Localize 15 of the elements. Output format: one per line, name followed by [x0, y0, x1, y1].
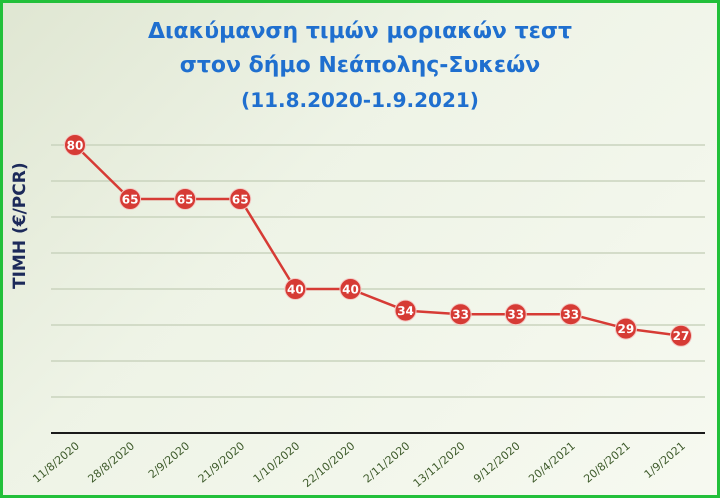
y-axis-title: TIMH (€/PCR) [10, 162, 30, 289]
data-label: 33 [452, 307, 469, 322]
data-label: 40 [342, 282, 359, 296]
chart-title: Διακύμανση τιμών μοριακών τεστ στον δήμο Νεάπολης-Συκεών [146, 18, 574, 80]
data-label: 65 [176, 192, 194, 206]
data-label: 65 [232, 192, 249, 206]
data-label: 40 [287, 282, 304, 296]
data-label: 33 [562, 307, 580, 322]
data-label: 27 [672, 329, 690, 344]
data-label: 33 [507, 307, 524, 322]
data-label: 80 [66, 138, 84, 152]
data-label: 29 [618, 322, 634, 336]
data-label: 65 [122, 192, 138, 206]
data-label: 34 [397, 304, 414, 318]
chart-subtitle: (11.8.2020-1.9.2021) [240, 87, 480, 114]
